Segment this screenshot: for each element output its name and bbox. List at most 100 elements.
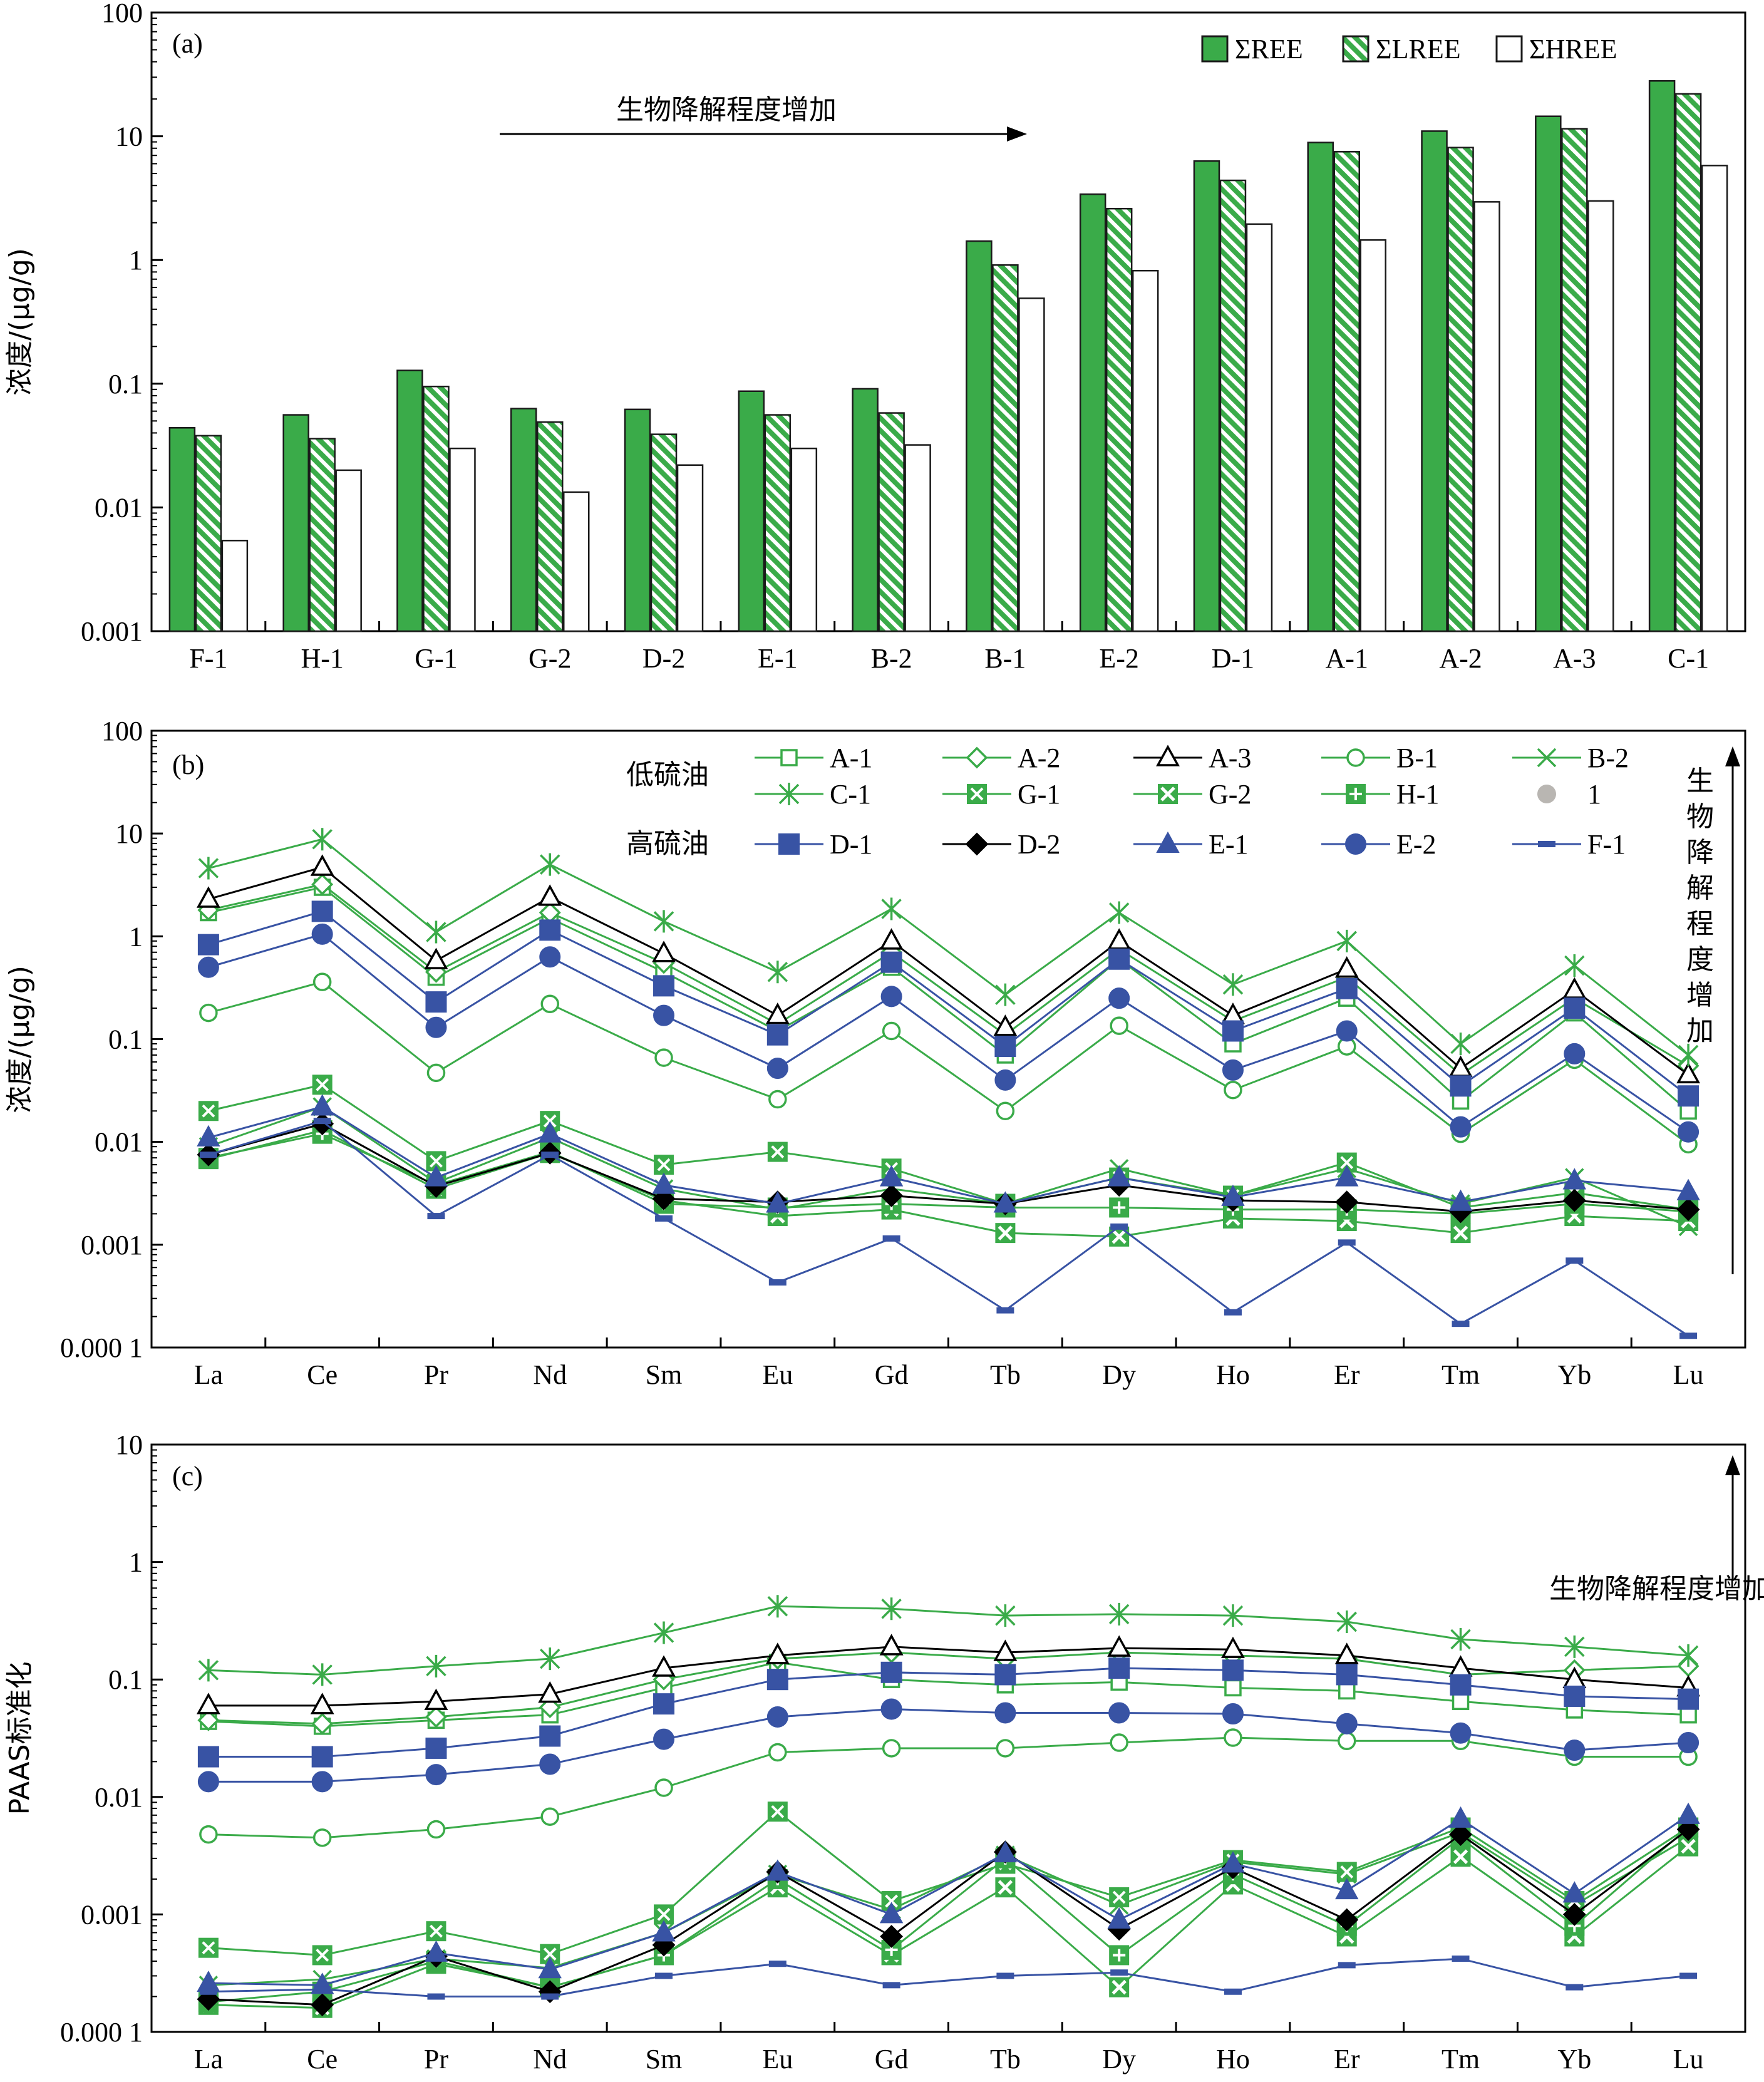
data-point-a-3 bbox=[538, 884, 562, 906]
data-point-e-1 bbox=[1221, 1184, 1245, 1206]
data-point-d-1 bbox=[766, 1669, 788, 1691]
panel-a-annotation-arrowhead bbox=[1007, 126, 1027, 142]
data-point-e-2 bbox=[1108, 1702, 1130, 1724]
data-point-e-2 bbox=[311, 923, 333, 945]
data-point-a-1 bbox=[1338, 1682, 1356, 1700]
x-tick-label: Dy bbox=[1102, 2044, 1136, 2074]
data-point-d-1 bbox=[1222, 1020, 1244, 1042]
marker-cross bbox=[998, 1225, 1013, 1240]
panel-b-annotation-text: 生物降解程度增加 bbox=[1686, 765, 1714, 1047]
x-tick-label: Nd bbox=[533, 1359, 567, 1390]
data-point-b-1 bbox=[1224, 1728, 1242, 1747]
y-tick-label: 0.1 bbox=[108, 1024, 143, 1055]
data-point-d-2 bbox=[880, 1184, 904, 1207]
data-point-a-3 bbox=[879, 1634, 904, 1656]
legend-label: D-1 bbox=[830, 829, 872, 860]
data-point-f-1 bbox=[427, 1993, 445, 2000]
data-point-b-1 bbox=[1338, 1731, 1356, 1751]
bar-sum-lree bbox=[764, 414, 792, 632]
series-line-a-2 bbox=[208, 883, 1689, 1076]
data-point-b-1 bbox=[540, 1807, 559, 1826]
data-point-a-3 bbox=[424, 947, 448, 969]
data-point-d-1 bbox=[653, 1693, 675, 1715]
y-tick-label: 1 bbox=[129, 1547, 143, 1578]
marker-cross bbox=[998, 1880, 1013, 1895]
series-line-a-3 bbox=[208, 1646, 1689, 1707]
data-point-f-1 bbox=[1338, 1239, 1356, 1246]
data-point-g-1 bbox=[540, 1111, 560, 1131]
data-point-a-2 bbox=[311, 1713, 334, 1735]
marker-cross bbox=[1340, 1156, 1354, 1170]
panel-a-bar-chart: (a) 浓度/(μg/g) 生物降解程度增加 ΣREE ΣLREE ΣHREE … bbox=[4, 0, 1746, 674]
x-tick-label: Gd bbox=[875, 1359, 909, 1390]
bar-sum-hree bbox=[904, 444, 931, 632]
x-tick-label: La bbox=[194, 2044, 223, 2074]
x-tick-label: G-2 bbox=[529, 643, 571, 674]
data-point-h-1 bbox=[1109, 1945, 1130, 1966]
data-point-e-2 bbox=[880, 1698, 902, 1720]
data-point-f-1 bbox=[1565, 1984, 1584, 1991]
panel-c-annotation: 生物降解程度增加 bbox=[1549, 1455, 1764, 1605]
legend-label: B-2 bbox=[1587, 743, 1629, 773]
data-point-b-1 bbox=[312, 972, 332, 991]
data-point-d-2 bbox=[1676, 1198, 1700, 1222]
series-line-a-1 bbox=[208, 886, 1689, 1112]
data-point-c-1 bbox=[1564, 1635, 1585, 1658]
x-tick-label: Lu bbox=[1673, 1359, 1704, 1390]
marker-cross bbox=[1112, 1229, 1127, 1244]
data-point-d-2 bbox=[880, 1925, 904, 1948]
panel-b-annotation-arrowhead bbox=[1725, 746, 1740, 766]
x-tick-label: A-2 bbox=[1439, 643, 1482, 674]
data-point-e-1 bbox=[1676, 1178, 1700, 1200]
data-point-d-1 bbox=[1336, 977, 1358, 999]
data-point-e-1 bbox=[424, 1165, 448, 1187]
data-point-d-1 bbox=[311, 900, 333, 922]
marker-cross bbox=[1453, 1849, 1468, 1864]
x-tick-label: D-2 bbox=[642, 643, 685, 674]
data-point-c-1 bbox=[1108, 901, 1130, 924]
data-point-f-1 bbox=[1224, 1988, 1242, 1995]
legend-marker bbox=[780, 749, 798, 766]
data-point-e-2 bbox=[1222, 1703, 1244, 1725]
panel-c-line-chart: (c) PAAS标准化 生物降解程度增加 0.000 1 0.001 0.01 0.1… bbox=[4, 1430, 1764, 2074]
bar-sum-ree bbox=[1535, 115, 1562, 632]
data-point-e-2 bbox=[880, 986, 902, 1008]
y-tick-label: 0.01 bbox=[95, 1782, 143, 1813]
data-point-a-3 bbox=[424, 1688, 448, 1711]
x-tick-label: D-1 bbox=[1212, 643, 1254, 674]
data-point-d-1 bbox=[653, 975, 675, 997]
legend-label: E-1 bbox=[1209, 829, 1249, 860]
data-point-e-1 bbox=[538, 1121, 562, 1143]
legend-label: C-1 bbox=[830, 779, 871, 810]
data-point-c-1 bbox=[995, 983, 1016, 1006]
x-tick-label: B-2 bbox=[871, 643, 912, 674]
data-point-g-2 bbox=[995, 1223, 1016, 1244]
bar-sum-ree bbox=[510, 408, 537, 632]
bar-sum-lree bbox=[878, 412, 905, 632]
marker-cross bbox=[885, 1894, 899, 1908]
data-point-d-2 bbox=[1676, 1818, 1700, 1841]
x-tick-label: Pr bbox=[424, 1359, 448, 1390]
bar-sum-hree bbox=[1018, 297, 1045, 632]
series-line-f-1 bbox=[208, 1957, 1689, 1998]
annotation-char: 增 bbox=[1686, 979, 1714, 1011]
data-point-g-1 bbox=[312, 1074, 333, 1095]
data-point-e-1 bbox=[1221, 1851, 1245, 1873]
data-point-b-1 bbox=[312, 1828, 332, 1847]
data-point-c-1 bbox=[540, 1647, 560, 1671]
data-point-b-1 bbox=[996, 1101, 1015, 1120]
data-point-c-1 bbox=[767, 1595, 788, 1618]
bar-sum-hree bbox=[335, 469, 362, 632]
annotation-char: 加 bbox=[1686, 1015, 1714, 1047]
data-point-e-2 bbox=[1222, 1059, 1244, 1081]
x-tick-label: G-1 bbox=[415, 643, 457, 674]
bar-sum-hree bbox=[1587, 200, 1614, 632]
bar-sum-hree bbox=[449, 447, 476, 632]
data-point-f-1 bbox=[1110, 1223, 1128, 1230]
panel-b-line-chart: (b) 浓度/(μg/g) 生物降解程度增加 低硫油 高硫油 A-1 A-2 A-3… bbox=[4, 716, 1746, 1390]
x-tick-label: Ce bbox=[307, 2044, 338, 2074]
y-tick-label: 10 bbox=[115, 1430, 143, 1460]
data-point-e-2 bbox=[766, 1706, 788, 1728]
series-line-e-1 bbox=[208, 1814, 1689, 1986]
